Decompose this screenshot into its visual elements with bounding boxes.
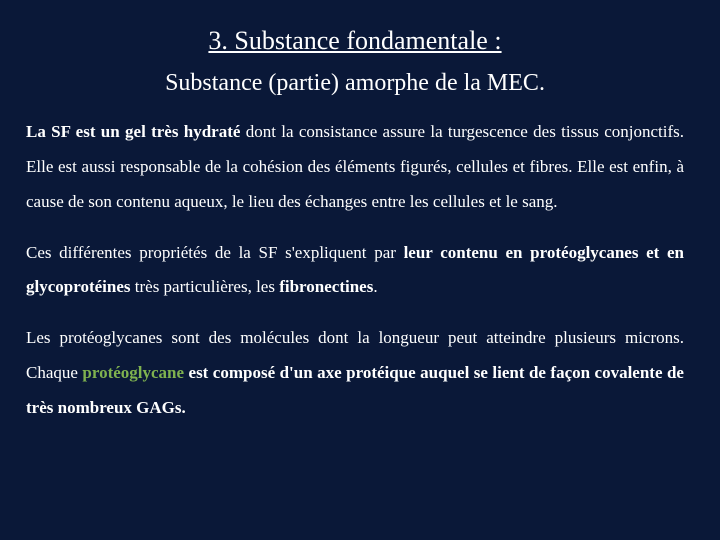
paragraph-1: La SF est un gel très hydraté dont la co… [26, 115, 684, 220]
slide: 3. Substance fondamentale : Substance (p… [0, 0, 720, 540]
p1-bold-run: La SF est un gel très hydraté [26, 122, 240, 141]
slide-subtitle: Substance (partie) amorphe de la MEC. [26, 70, 684, 97]
p2-bold-run-2: fibronectines [279, 277, 373, 296]
p2-run-2: très particulières, les [131, 277, 280, 296]
paragraph-2: Ces différentes propriétés de la SF s'ex… [26, 236, 684, 306]
slide-title: 3. Substance fondamentale : [26, 26, 684, 56]
p2-run-1: Ces différentes propriétés de la SF s'ex… [26, 243, 404, 262]
p3-green-run: protéoglycane [82, 363, 184, 382]
p2-run-3: . [373, 277, 377, 296]
paragraph-3: Les protéoglycanes sont des molécules do… [26, 321, 684, 426]
